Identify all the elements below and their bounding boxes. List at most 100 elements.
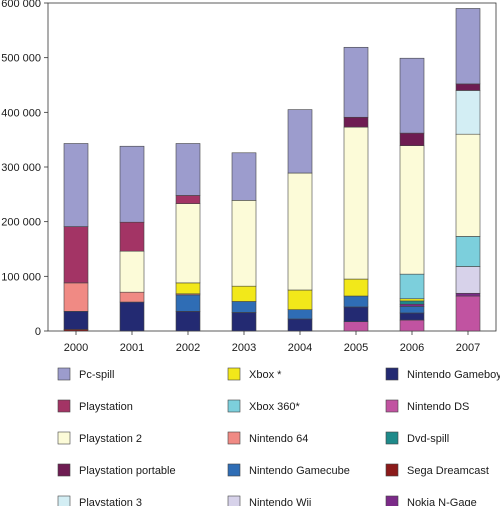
legend-item-nintendo-ds: Nintendo DS — [385, 399, 469, 413]
bar-segment-pc-spill — [231, 152, 257, 201]
bar-segment-nintendo-gameboy — [287, 318, 313, 332]
bar-segment-xbox — [343, 278, 369, 297]
ticks-group: 0 100 000 200 000 300 000 400 000 500 000 600 … — [1, 0, 480, 354]
bar-segment-xbox — [287, 289, 313, 310]
legend-item-pc-spill: Pc-spill — [57, 367, 114, 381]
legend-label: Dvd-spill — [407, 433, 449, 445]
legend-item-nokia-n-gage: Nokia N-Gage — [385, 495, 477, 506]
x-tick-label: 2000 — [64, 342, 88, 354]
bar-segment-nintendo-gameboy — [175, 311, 201, 332]
bar-segment-playstation-2 — [343, 126, 369, 280]
legend-label: Nintendo Gamecube — [249, 465, 350, 477]
bar-segment-nintendo-64 — [63, 282, 89, 312]
bar-segment-nintendo-gameboy — [399, 312, 425, 321]
bar-segment-playstation-3 — [455, 90, 481, 135]
bar-segment-nintendo-gamecube — [175, 294, 201, 312]
bar-segment-playstation — [63, 226, 89, 284]
legend-item-nintendo-gamecube: Nintendo Gamecube — [227, 463, 350, 477]
legend-item-xbox: Xbox * — [227, 367, 282, 381]
bar-segment-playstation-2 — [231, 200, 257, 287]
bar-segment-nintendo-gamecube — [399, 306, 425, 314]
legend-label: Playstation — [79, 401, 133, 413]
bar-segment-nintendo-gamecube — [287, 309, 313, 320]
legend-label: Xbox * — [249, 369, 282, 381]
legend-swatch — [227, 495, 241, 506]
plot-frame — [47, 2, 497, 332]
legend-item-dvd-spill: Dvd-spill — [385, 431, 449, 445]
bar-segment-pc-spill — [63, 143, 89, 227]
legend-label: Playstation 2 — [79, 433, 142, 445]
legend-swatch — [57, 367, 71, 381]
x-tick-label: 2004 — [288, 342, 312, 354]
legend-swatch — [385, 495, 399, 506]
bar-segment-nintendo-64 — [119, 291, 145, 303]
legend-swatch — [385, 463, 399, 477]
legend-label: Nintendo Gameboy — [407, 369, 500, 381]
bar-segment-playstation-2 — [175, 203, 201, 284]
legend: Pc-spill Xbox * Nintendo Gameboy Playstatio… — [57, 367, 500, 506]
legend-swatch — [227, 463, 241, 477]
bar-segment-nintendo-gameboy — [343, 306, 369, 323]
legend-label: Pc-spill — [79, 369, 114, 381]
x-tick-label: 2002 — [176, 342, 200, 354]
legend-label: Xbox 360* — [249, 401, 300, 413]
legend-item-sega-dreamcast: Sega Dreamcast — [385, 463, 489, 477]
legend-swatch — [57, 399, 71, 413]
legend-item-playstation: Playstation — [57, 399, 133, 413]
bar-segment-nintendo-gameboy — [231, 312, 257, 332]
y-tick-label: 100 000 — [1, 271, 41, 283]
legend-label: Playstation portable — [79, 465, 176, 477]
bar-segment-pc-spill — [287, 109, 313, 174]
bar-segment-playstation-2 — [455, 133, 481, 237]
legend-item-nintendo-wii: Nintendo Wii — [227, 495, 311, 506]
y-tick-label: 200 000 — [1, 217, 41, 229]
y-tick-label: 300 000 — [1, 162, 41, 174]
legend-item-nintendo-64: Nintendo 64 — [227, 431, 308, 445]
x-tick-label: 2001 — [120, 342, 144, 354]
legend-swatch — [57, 463, 71, 477]
axes-group — [47, 2, 497, 332]
bar-segment-nintendo-gameboy — [119, 301, 145, 332]
x-tick-label: 2003 — [232, 342, 256, 354]
bar-segment-nintendo-wii — [455, 266, 481, 294]
bar-segment-nokia-n-gage — [455, 292, 481, 297]
x-tick-label: 2006 — [400, 342, 424, 354]
bar-segment-dvd-spill — [399, 300, 425, 305]
bar-segment-playstation-2 — [119, 250, 145, 293]
bar-segment-pc-spill — [455, 8, 481, 85]
bar-segment-xbox — [399, 298, 425, 302]
bar-segment-pc-spill — [119, 145, 145, 223]
legend-swatch — [385, 399, 399, 413]
bar-segment-xbox — [175, 282, 201, 295]
bar-segment-nintendo-ds — [455, 295, 481, 332]
legend-swatch — [57, 431, 71, 445]
bar-segment-playstation-portable — [399, 132, 425, 146]
bars-group — [63, 8, 481, 332]
bar-segment-playstation — [175, 195, 201, 204]
bar-segment-xbox-360 — [399, 273, 425, 300]
bar-segment-xbox — [231, 285, 257, 302]
bar-segment-pc-spill — [175, 143, 201, 196]
bar-segment-nintendo-gamecube — [343, 295, 369, 308]
legend-swatch — [227, 431, 241, 445]
bar-segment-nokia-n-gage — [399, 303, 425, 307]
legend-label: Nintendo 64 — [249, 433, 308, 445]
legend-swatch — [227, 399, 241, 413]
bar-segment-nintendo-ds — [399, 319, 425, 332]
legend-swatch — [227, 367, 241, 381]
legend-swatch — [385, 431, 399, 445]
legend-label: Sega Dreamcast — [407, 465, 489, 477]
y-tick-label: 600 000 — [1, 0, 41, 10]
bar-segment-nintendo-gamecube — [231, 301, 257, 313]
legend-swatch — [57, 495, 71, 506]
bar-segment-pc-spill — [343, 46, 369, 118]
legend-label: Nintendo Wii — [249, 497, 311, 506]
bar-segment-pc-spill — [399, 57, 425, 134]
legend-item-nintendo-gameboy: Nintendo Gameboy — [385, 367, 500, 381]
y-tick-label: 500 000 — [1, 53, 41, 65]
x-tick-label: 2005 — [344, 342, 368, 354]
bar-segment-xbox-360 — [455, 236, 481, 267]
legend-label: Nokia N-Gage — [407, 497, 477, 506]
